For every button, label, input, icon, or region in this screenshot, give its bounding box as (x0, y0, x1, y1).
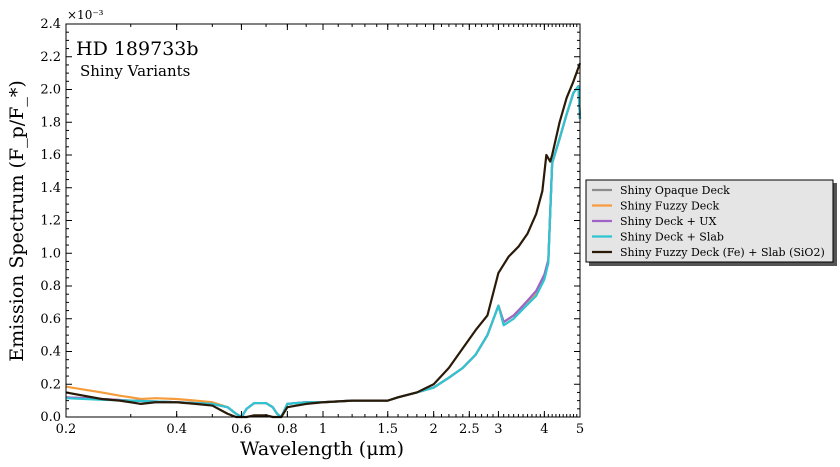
legend-label: Shiny Fuzzy Deck (620, 200, 719, 213)
plot-frame (65, 23, 581, 418)
y-tick-label: 1.0 (40, 246, 61, 261)
x-tick-label: 2 (430, 422, 438, 437)
x-axis-label: Wavelength (μm) (240, 438, 404, 460)
x-tick-label: 1.5 (377, 422, 398, 437)
y-tick-label: 2.4 (40, 17, 61, 32)
series-line-5 (65, 62, 582, 419)
y-tick-label: 0.0 (40, 410, 61, 425)
x-tick-label: 5 (576, 422, 584, 437)
y-tick-label: 1.8 (40, 115, 61, 130)
y-tick-label: 1.2 (40, 214, 61, 229)
x-tick-label: 0.8 (277, 422, 298, 437)
x-tick-label: 2.5 (459, 422, 480, 437)
y-tick-label: 0.4 (40, 345, 61, 360)
series-line-1 (65, 85, 582, 419)
y-axis-multiplier: ×10⁻³ (67, 8, 104, 22)
chart-subtitle: Shiny Variants (80, 62, 190, 80)
x-tick-label: 0.4 (166, 422, 187, 437)
legend: Shiny Opaque Deck Shiny Fuzzy Deck Shiny D… (585, 179, 837, 266)
x-tick-label: 3 (494, 422, 502, 437)
y-tick-label: 0.2 (40, 377, 61, 392)
x-tick-label: 0.2 (56, 422, 77, 437)
y-tick-label: 0.6 (40, 312, 61, 327)
y-tick-label: 1.6 (40, 148, 61, 163)
series-line-4 (65, 85, 582, 419)
legend-label: Shiny Deck + Slab (620, 231, 724, 244)
legend-label: Shiny Deck + UX (620, 215, 717, 228)
series-line-2 (65, 85, 582, 419)
y-axis-label: Emission Spectrum (F_p/F_*) (6, 80, 28, 362)
axis-ticks (65, 23, 581, 418)
chart-title: HD 189733b (76, 38, 199, 60)
x-tick-label: 4 (540, 422, 548, 437)
y-tick-label: 2.2 (40, 50, 61, 65)
x-tick-label: 1 (319, 422, 327, 437)
y-tick-label: 0.8 (40, 279, 61, 294)
series-line-3 (65, 85, 582, 419)
y-tick-label: 2.0 (40, 83, 61, 98)
legend-label: Shiny Opaque Deck (620, 184, 730, 197)
series-lines (65, 62, 582, 419)
legend-box (585, 179, 834, 263)
legend-label: Shiny Fuzzy Deck (Fe) + Slab (SiO2) (620, 246, 825, 259)
x-tick-label: 0.6 (231, 422, 252, 437)
y-tick-label: 1.4 (40, 181, 61, 196)
